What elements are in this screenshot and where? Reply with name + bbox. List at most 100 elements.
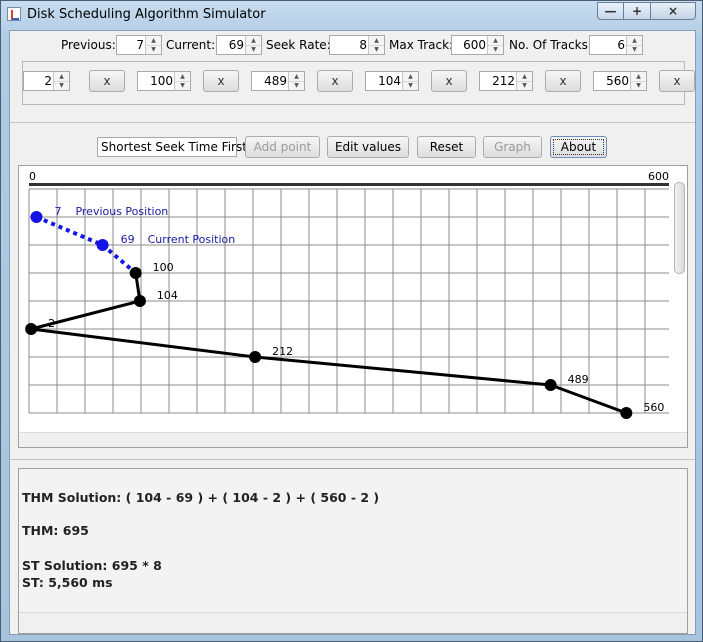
previous-to-current-line — [35, 215, 104, 247]
track-value[interactable]: 104 — [378, 74, 401, 88]
remove-track-button[interactable]: x — [89, 70, 125, 92]
horizontal-scrollbar[interactable] — [19, 432, 687, 447]
track-value[interactable]: 100 — [150, 74, 173, 88]
track-request-point — [620, 407, 633, 419]
spinner-up-icon[interactable]: ▲ — [517, 72, 532, 82]
current-label: Current: — [166, 38, 216, 52]
num-tracks-value[interactable]: 6 — [617, 38, 625, 52]
track-request-panel: 2 ▲ ▼ x 100 ▲ ▼ x 489 ▲ ▼ x 104 ▲ ▼ x 212 ▲ ▼ — [22, 61, 695, 105]
seek-rate-value[interactable]: 8 — [359, 38, 367, 52]
spinner-down-icon[interactable]: ▼ — [522, 82, 527, 89]
divider — [10, 459, 695, 460]
track-value[interactable]: 2 — [44, 74, 52, 88]
spinner-up-icon[interactable]: ▲ — [175, 72, 190, 82]
previous-spinner[interactable]: 7 ▲ ▼ — [116, 35, 162, 55]
spinner-down-icon[interactable]: ▼ — [632, 46, 637, 53]
settings-row: Previous: 7 ▲ ▼ Current: 69 ▲ ▼ Seek Rate:… — [10, 31, 695, 59]
track-request-label: 104 — [157, 289, 178, 302]
spinner-up-icon[interactable]: ▲ — [289, 72, 304, 82]
axis-max-label: 600 — [648, 170, 669, 183]
spinner-up-icon[interactable]: ▲ — [488, 36, 503, 46]
spinner-up-icon[interactable]: ▲ — [246, 36, 261, 46]
previous-value[interactable]: 7 — [136, 38, 144, 52]
current-position-caption: Current Position — [148, 233, 236, 246]
vertical-scrollbar[interactable] — [674, 182, 685, 429]
seek-graph: 0 600 7 Previous Position 69 Current Position… — [25, 170, 669, 419]
st-solution-text: ST Solution: 695 * 8 — [22, 558, 162, 573]
track-request-point — [129, 267, 142, 279]
spinner-down-icon[interactable]: ▼ — [493, 46, 498, 53]
add-point-button[interactable]: Add point — [245, 136, 320, 158]
previous-position-caption: Previous Position — [75, 205, 168, 218]
seek-path-line — [550, 383, 627, 415]
remove-track-button[interactable]: x — [317, 70, 353, 92]
spinner-up-icon[interactable]: ▲ — [369, 36, 384, 46]
spinner-down-icon[interactable]: ▼ — [408, 82, 413, 89]
title-bar[interactable]: Disk Scheduling Algorithm Simulator — + … — [1, 1, 702, 29]
spinner-down-icon[interactable]: ▼ — [251, 46, 256, 53]
spinner-up-icon[interactable]: ▲ — [627, 36, 642, 46]
graph-button[interactable]: Graph — [483, 136, 542, 158]
spinner-up-icon[interactable]: ▲ — [146, 36, 161, 46]
axis-min-label: 0 — [29, 170, 36, 183]
remove-track-button[interactable]: x — [659, 70, 695, 92]
track-spinner[interactable]: 560 ▲ ▼ — [593, 71, 647, 91]
remove-track-button[interactable]: x — [545, 70, 581, 92]
track-spinner[interactable]: 100 ▲ ▼ — [137, 71, 191, 91]
minimize-button[interactable]: — — [597, 2, 624, 20]
track-request-label: 212 — [272, 345, 293, 358]
spinner-up-icon[interactable]: ▲ — [54, 72, 69, 82]
seek-path-line — [30, 327, 256, 359]
track-value[interactable]: 489 — [264, 74, 287, 88]
spinner-up-icon[interactable]: ▲ — [631, 72, 646, 82]
previous-label: Previous: — [61, 38, 116, 52]
current-position-marker — [96, 239, 109, 251]
previous-position-marker — [30, 211, 43, 223]
results-scroll-area — [19, 612, 687, 633]
close-button[interactable]: × — [651, 2, 696, 20]
spinner-up-icon[interactable]: ▲ — [403, 72, 418, 82]
thm-text: THM: 695 — [22, 523, 89, 538]
spinner-down-icon[interactable]: ▼ — [180, 82, 185, 89]
max-track-value[interactable]: 600 — [463, 38, 486, 52]
track-request-point — [25, 323, 38, 335]
graph-panel: 0 600 7 Previous Position 69 Current Position… — [18, 165, 688, 448]
remove-track-button[interactable]: x — [203, 70, 239, 92]
previous-position-label: 7 — [54, 205, 61, 218]
spinner-down-icon[interactable]: ▼ — [294, 82, 299, 89]
edit-values-button[interactable]: Edit values — [327, 136, 409, 158]
about-button[interactable]: About — [550, 136, 607, 158]
spinner-down-icon[interactable]: ▼ — [151, 46, 156, 53]
results-panel: THM Solution: ( 104 - 69 ) + ( 104 - 2 )… — [18, 468, 688, 634]
track-spinner[interactable]: 104 ▲ ▼ — [365, 71, 419, 91]
num-tracks-spinner[interactable]: 6 ▲ ▼ — [589, 35, 643, 55]
track-spinner[interactable]: 2 ▲ ▼ — [23, 71, 70, 91]
track-value[interactable]: 212 — [492, 74, 515, 88]
scrollbar-thumb[interactable] — [674, 182, 685, 274]
current-spinner[interactable]: 69 ▲ ▼ — [216, 35, 262, 55]
seek-rate-spinner[interactable]: 8 ▲ ▼ — [329, 35, 385, 55]
current-position-label: 69 — [121, 233, 135, 246]
spinner-down-icon[interactable]: ▼ — [59, 82, 64, 89]
remove-track-button[interactable]: x — [431, 70, 467, 92]
seek-path-line — [254, 355, 551, 387]
track-spinner[interactable]: 212 ▲ ▼ — [479, 71, 533, 91]
maximize-button[interactable]: + — [624, 2, 651, 20]
java-app-icon — [7, 7, 21, 21]
track-axis — [29, 183, 669, 186]
thm-solution-text: THM Solution: ( 104 - 69 ) + ( 104 - 2 )… — [22, 490, 380, 505]
seek-path-line — [30, 299, 141, 331]
current-value[interactable]: 69 — [228, 38, 244, 52]
track-spinner[interactable]: 489 ▲ ▼ — [251, 71, 305, 91]
reset-button[interactable]: Reset — [417, 136, 476, 158]
track-request-point — [544, 379, 557, 391]
spinner-down-icon[interactable]: ▼ — [374, 46, 379, 53]
max-track-spinner[interactable]: 600 ▲ ▼ — [451, 35, 504, 55]
spinner-down-icon[interactable]: ▼ — [636, 82, 641, 89]
st-text: ST: 5,560 ms — [22, 575, 113, 590]
algorithm-field[interactable]: Shortest Seek Time First — [97, 137, 247, 157]
track-request-label: 560 — [643, 401, 664, 414]
track-value[interactable]: 560 — [606, 74, 629, 88]
track-request-label: 2 — [48, 317, 55, 330]
track-request-label: 100 — [153, 261, 174, 274]
